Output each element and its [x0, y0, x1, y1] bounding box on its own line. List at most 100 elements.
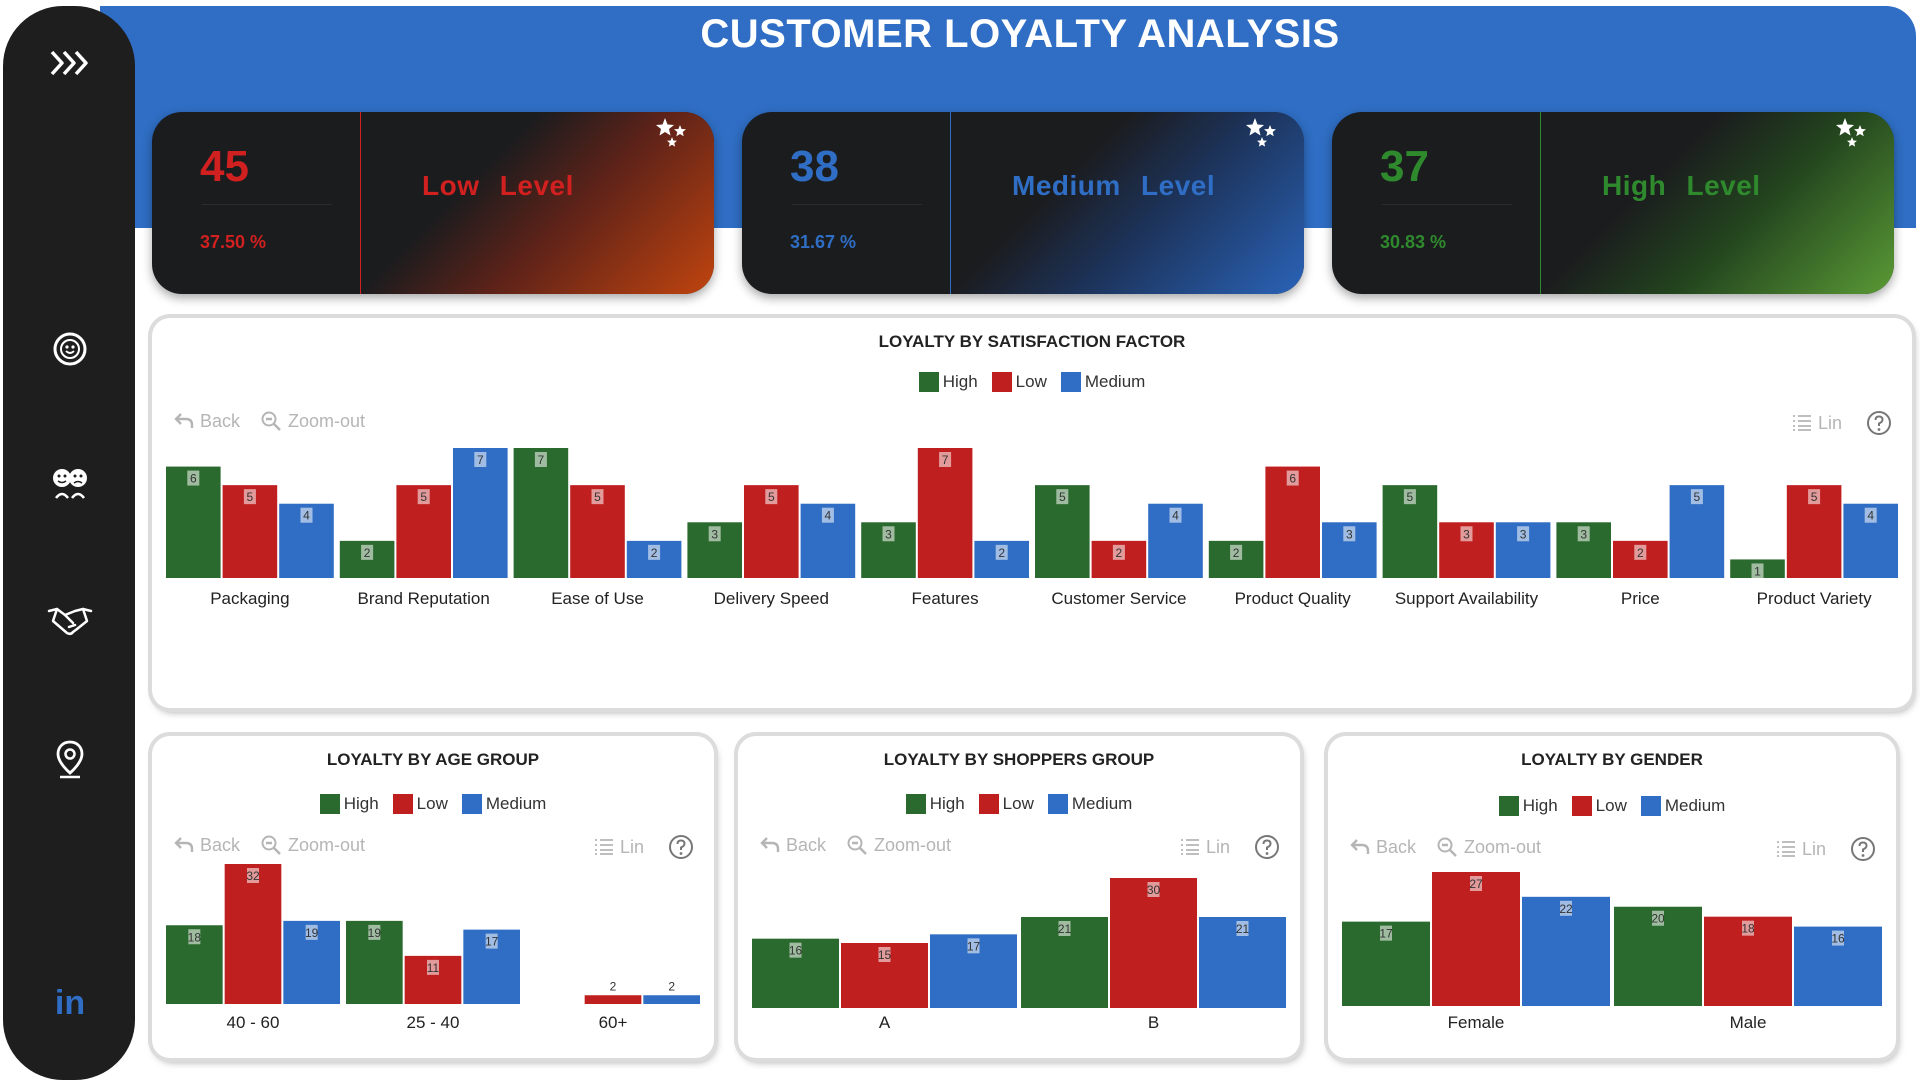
data-label: 3 [1580, 527, 1587, 541]
legend-label: Low [1595, 796, 1627, 815]
data-label-bg [1690, 489, 1703, 505]
chart-legend: High Low Medium [1328, 796, 1896, 816]
data-label-bg [300, 507, 313, 523]
kpi-percent: 31.67 % [790, 232, 857, 252]
legend-label: High [942, 372, 978, 391]
lin-button[interactable]: Lin [1792, 413, 1842, 434]
location-icon[interactable] [39, 728, 101, 790]
legend-item-high[interactable]: High [905, 794, 965, 814]
legend-item-medium[interactable]: Medium [1060, 372, 1145, 392]
lin-button[interactable]: Lin [1180, 837, 1230, 858]
kpi-card-high: 37 30.83 % High Level [1332, 112, 1894, 294]
data-label: 27 [1469, 877, 1483, 891]
data-label-bg [1380, 925, 1392, 941]
legend-item-low[interactable]: Low [978, 794, 1034, 814]
lin-label: Lin [619, 836, 644, 857]
data-label-bg [967, 938, 980, 954]
list-icon [1776, 841, 1795, 857]
feedback-faces-icon[interactable] [39, 453, 101, 515]
data-label: 17 [1379, 927, 1393, 941]
data-label: 2 [668, 979, 675, 993]
kpi-level-label: High Level [1602, 170, 1761, 201]
data-label: 19 [305, 926, 319, 940]
back-button[interactable]: Back [174, 411, 240, 432]
data-label: 4 [1172, 509, 1179, 523]
chart-toolbar-right: Lin [1180, 834, 1280, 860]
back-arrow-icon [1350, 839, 1370, 854]
data-label-bg [187, 470, 200, 486]
zoom-out-button[interactable]: Zoom-out [1436, 836, 1541, 858]
category-label: Product Quality [1235, 589, 1352, 608]
legend-swatch [991, 372, 1012, 392]
data-label-bg [882, 526, 895, 542]
data-label: 7 [477, 453, 484, 467]
bar-low-40-60[interactable] [224, 864, 282, 1004]
legend-item-high[interactable]: High [319, 794, 379, 814]
category-label: Support Availability [1395, 589, 1539, 608]
back-arrow-icon [174, 413, 194, 428]
chart-toolbar-right: Lin [594, 834, 694, 860]
data-label: 2 [364, 546, 371, 560]
kpi-card-medium: 38 31.67 % Medium Level [742, 112, 1304, 294]
data-label: 3 [885, 527, 892, 541]
data-label-bg [485, 933, 498, 949]
lin-button[interactable]: Lin [1776, 839, 1826, 860]
category-label: Features [912, 589, 979, 608]
legend-item-low[interactable]: Low [991, 372, 1047, 392]
back-button[interactable]: Back [1350, 837, 1416, 858]
bar-low-b[interactable] [1110, 878, 1197, 1008]
zoom-out-button[interactable]: Zoom-out [260, 834, 365, 856]
data-label: 22 [1559, 902, 1573, 916]
data-label-bg [1808, 489, 1821, 505]
kpi-divider [950, 112, 951, 294]
legend-item-high[interactable]: High [918, 372, 978, 392]
legend-item-high[interactable]: High [1498, 796, 1558, 816]
legend-label: Medium [1664, 796, 1726, 815]
zoom-out-icon [261, 835, 281, 855]
bar-high-ease-of-use[interactable] [513, 448, 569, 578]
category-label: B [1148, 1013, 1159, 1032]
data-label-bg [1230, 544, 1243, 560]
data-label: 5 [768, 490, 775, 504]
bar-low-features[interactable] [917, 448, 973, 578]
legend-item-low[interactable]: Low [392, 794, 448, 814]
zoom-out-button[interactable]: Zoom-out [846, 834, 951, 856]
legend-item-low[interactable]: Low [1571, 796, 1627, 816]
help-icon [1851, 837, 1875, 861]
bar-medium-60[interactable] [643, 995, 700, 1004]
legend-label: Low [1002, 794, 1034, 813]
lin-button[interactable]: Lin [594, 837, 644, 858]
bar-medium-brand-reputation[interactable] [453, 448, 508, 578]
legend-swatch [1498, 796, 1519, 816]
kpi-count: 37 [1380, 142, 1429, 191]
expand-icon[interactable] [39, 32, 101, 94]
help-button[interactable] [1866, 410, 1892, 436]
data-label: 3 [1346, 527, 1353, 541]
data-label: 15 [878, 948, 892, 962]
legend-item-medium[interactable]: Medium [461, 794, 546, 814]
data-label-bg [1147, 882, 1160, 897]
data-label-bg [878, 947, 891, 962]
legend-item-medium[interactable]: Medium [1047, 794, 1132, 814]
category-label: 60+ [599, 1013, 628, 1032]
linkedin-icon[interactable]: in [39, 972, 101, 1034]
bar-low-female[interactable] [1432, 872, 1520, 1006]
help-button[interactable] [1850, 836, 1876, 862]
data-label-bg [1286, 470, 1299, 486]
data-label: 21 [1236, 922, 1250, 936]
zoom-out-button[interactable]: Zoom-out [260, 410, 365, 432]
back-button[interactable]: Back [760, 835, 826, 856]
help-button[interactable] [668, 834, 694, 860]
bar-low-60[interactable] [584, 995, 642, 1004]
panel-satisfaction-factor: LOYALTY BY SATISFACTION FACTOR High Low Med… [152, 318, 1912, 708]
category-label: Packaging [210, 589, 289, 608]
back-button[interactable]: Back [174, 835, 240, 856]
customer-icon[interactable] [39, 318, 101, 380]
zoom-out-icon [261, 411, 281, 431]
handshake-icon[interactable] [39, 590, 101, 652]
help-button[interactable] [1254, 834, 1280, 860]
data-label: 18 [1741, 922, 1755, 936]
legend-item-medium[interactable]: Medium [1640, 796, 1726, 816]
chart-legend: High Low Medium [152, 372, 1912, 392]
kpi-count: 45 [200, 142, 249, 191]
